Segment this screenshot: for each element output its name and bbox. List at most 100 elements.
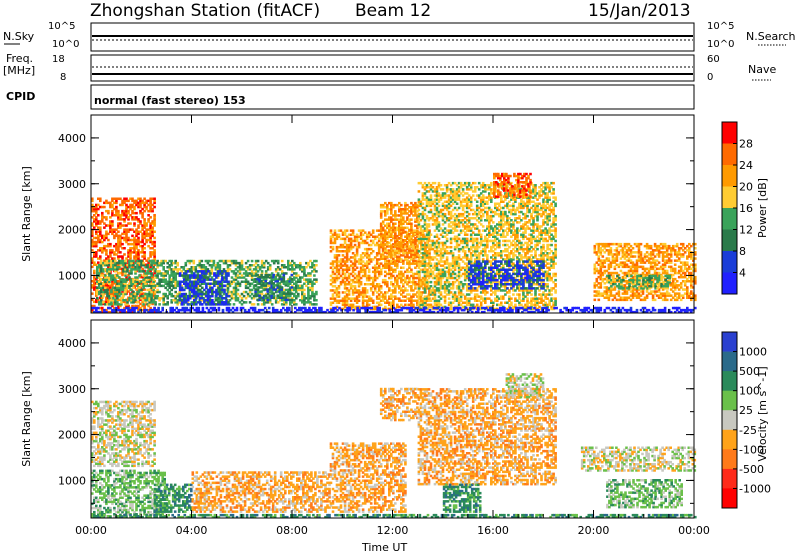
data-cell — [260, 259, 264, 263]
data-cell — [125, 197, 128, 200]
data-cell — [260, 299, 264, 302]
data-cell — [439, 210, 443, 214]
data-cell — [355, 299, 359, 302]
data-cell — [217, 286, 220, 290]
data-cell — [203, 278, 206, 281]
data-cell — [361, 299, 365, 302]
data-cell — [435, 202, 439, 205]
data-cell — [270, 259, 274, 263]
data-cell — [110, 303, 113, 306]
power-cells — [91, 172, 697, 314]
data-cell — [313, 299, 316, 302]
data-cell — [96, 286, 99, 290]
data-cell — [270, 284, 273, 287]
data-cell — [121, 224, 124, 227]
data-cell — [274, 268, 278, 271]
data-cell — [339, 250, 343, 253]
data-cell — [375, 243, 379, 247]
data-cell — [117, 280, 120, 283]
data-cell — [95, 244, 98, 248]
data-cell — [144, 299, 147, 302]
data-cell — [293, 301, 296, 304]
data-cell — [427, 237, 431, 241]
data-cell — [343, 268, 347, 271]
data-cell — [424, 276, 427, 280]
data-cell — [331, 235, 335, 238]
data-cell — [276, 280, 279, 283]
data-cell — [297, 278, 300, 281]
data-cell — [153, 230, 156, 233]
data-cell — [160, 272, 163, 275]
data-cell — [361, 287, 365, 290]
data-cell — [150, 272, 153, 275]
data-cell — [416, 224, 419, 227]
data-cell — [394, 295, 397, 298]
data-cell — [248, 264, 252, 267]
data-cell — [293, 282, 296, 285]
data-cell — [204, 266, 208, 269]
data-cell — [191, 280, 194, 283]
data-cell — [313, 266, 316, 269]
data-cell — [307, 264, 310, 267]
data-cell — [416, 255, 419, 258]
data-cell — [431, 293, 435, 296]
data-cell — [209, 303, 212, 306]
data-cell — [142, 270, 145, 273]
data-cell — [412, 206, 415, 209]
data-cell — [134, 297, 137, 300]
data-cell — [386, 266, 389, 269]
data-cell — [417, 241, 421, 245]
data-cell — [400, 232, 403, 236]
data-cell — [439, 280, 443, 284]
data-cell — [408, 262, 411, 265]
data-cell — [123, 199, 126, 203]
data-cell — [353, 289, 357, 292]
data-cell — [101, 234, 104, 238]
data-cell — [227, 303, 230, 306]
data-cell — [195, 280, 198, 283]
data-cell — [153, 197, 156, 200]
data-cell — [291, 266, 294, 269]
data-cell — [272, 282, 275, 285]
data-cell — [408, 210, 411, 213]
data-cell — [384, 274, 387, 278]
data-cell — [445, 237, 449, 241]
data-cell — [153, 216, 156, 219]
data-cell — [210, 266, 214, 269]
data-cell — [174, 274, 177, 277]
data-cell — [91, 240, 94, 244]
data-cell — [365, 266, 369, 269]
data-cell — [151, 302, 154, 306]
data-cell — [423, 227, 427, 230]
data-cell — [289, 294, 292, 298]
data-cell — [381, 243, 385, 246]
data-cell — [435, 188, 439, 191]
data-cell — [417, 190, 421, 193]
data-cell — [425, 280, 429, 284]
data-cell — [428, 239, 431, 243]
data-cell — [91, 284, 94, 287]
data-cell — [91, 259, 94, 262]
data-cell — [361, 274, 365, 278]
data-cell — [232, 259, 236, 263]
data-cell — [203, 276, 206, 279]
data-cell — [335, 270, 339, 274]
data-cell — [422, 278, 425, 282]
data-cell — [388, 228, 391, 232]
data-cell — [427, 198, 431, 201]
data-cell — [421, 202, 425, 205]
data-cell — [357, 283, 361, 286]
data-cell — [414, 287, 417, 290]
data-cell — [412, 249, 415, 252]
data-cell — [428, 250, 431, 253]
data-cell — [123, 209, 126, 213]
data-cell — [272, 296, 275, 299]
data-cell — [172, 278, 175, 281]
data-cell — [129, 249, 132, 252]
data-cell — [437, 243, 441, 247]
data-cell — [91, 207, 94, 211]
data-cell — [386, 252, 389, 255]
data-cell — [419, 181, 423, 185]
data-cell — [404, 243, 407, 246]
data-cell — [433, 293, 437, 296]
